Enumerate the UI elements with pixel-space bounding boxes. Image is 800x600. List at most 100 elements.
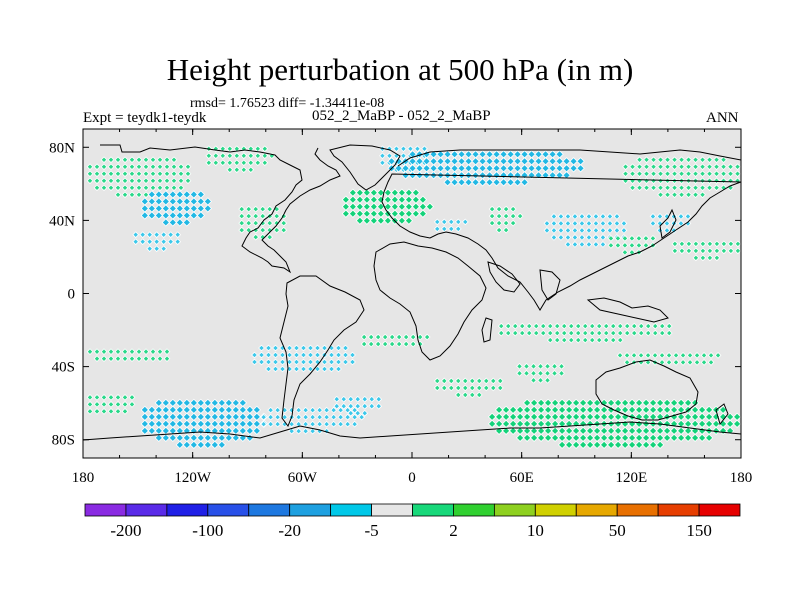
anomaly-cell [261,159,269,167]
anomaly-cell [135,170,143,178]
anomaly-cell [189,440,198,450]
anomaly-cell [258,344,265,352]
anomaly-cell [557,440,567,450]
anomaly-cell [93,163,101,171]
anomaly-cell [265,351,272,359]
anomaly-cell [139,231,147,239]
anomaly-cell [333,395,341,403]
anomaly-cell [564,241,572,248]
colorbar-swatch [166,503,209,517]
anomaly-cell [344,413,352,421]
anomaly-cell [355,216,365,225]
anomaly-cell [354,395,362,403]
anomaly-cell [184,170,192,178]
y-tick-label: 40S [52,360,75,376]
anomaly-cell [713,247,721,255]
anomaly-cell [293,351,300,359]
anomaly-cell [546,336,554,344]
coastline-indonesia [586,297,669,323]
anomaly-cell [295,420,303,428]
anomaly-cell [86,401,94,408]
anomaly-cell [168,433,177,443]
anomaly-cell [344,420,352,428]
anomaly-cell [163,177,171,185]
anomaly-cell [281,413,289,421]
coastline-eurasia [381,149,741,311]
anomaly-cell [184,177,192,185]
anomaly-cell [93,355,101,363]
anomaly-cell [489,377,497,385]
anomaly-cell [509,212,517,220]
anomaly-cell [650,170,657,178]
anomaly-cell [411,209,421,218]
anomaly-cell [578,227,586,234]
anomaly-cell [734,240,741,248]
anomaly-cell [450,178,459,187]
anomaly-cell [700,358,708,366]
anomaly-cell [606,440,616,450]
anomaly-cell [713,163,720,171]
anomaly-cell [293,358,300,366]
anomaly-cell [219,145,227,153]
anomaly-cell [330,420,338,428]
anomaly-cell [174,238,182,246]
anomaly-cell [351,420,359,428]
anomaly-cell [495,219,503,227]
anomaly-cell [163,355,171,363]
anomaly-cell [576,164,585,173]
anomaly-region [433,377,504,399]
anomaly-cell [273,226,281,234]
anomaly-cell [686,358,694,366]
anomaly-cell [252,426,261,436]
anomaly-cell [560,336,568,344]
anomaly-cell [330,413,338,421]
anomaly-cell [548,171,557,180]
anomaly-cell [543,433,553,443]
anomaly-cell [393,145,400,153]
anomaly-cell [300,365,307,373]
anomaly-cell [658,351,666,359]
anomaly-cell [314,351,321,359]
anomaly-cell [683,433,693,443]
anomaly-cell [316,413,324,421]
anomaly-cell [247,159,255,167]
anomaly-cell [259,219,267,227]
anomaly-cell [135,163,143,171]
anomaly-cell [337,406,345,414]
anomaly-cell [374,340,382,348]
anomaly-cell [551,369,558,377]
anomaly-cell [557,234,565,241]
anomaly-cell [184,163,192,171]
axis-ticks [82,129,742,458]
anomaly-cell [613,227,621,234]
anomaly-cell [623,351,631,359]
anomaly-cell [280,219,288,227]
anomaly-cell [727,170,734,178]
anomaly-cell [706,240,714,248]
anomaly-cell [177,184,185,192]
anomaly-region [333,395,383,417]
anomaly-cell [114,355,122,363]
anomaly-cell [226,152,234,160]
anomaly-cell [309,420,317,428]
anomaly-cell [475,391,483,399]
anomaly-cell [485,178,494,187]
anomaly-cell [550,227,558,234]
anomaly-cell [307,365,314,373]
anomaly-cell [369,216,379,225]
anomaly-cell [657,184,664,192]
anomaly-cell [121,401,129,408]
anomaly-cell [616,351,624,359]
anomaly-cell [720,156,727,164]
anomaly-cell [515,433,525,443]
anomaly-cell [139,238,147,246]
anomaly-cell [149,163,157,171]
anomaly-cell [671,247,679,255]
anomaly-cell [641,440,651,450]
anomaly-cell [314,344,321,352]
anomaly-cell [174,231,182,239]
anomaly-cell [550,234,558,241]
anomaly-cell [376,216,386,225]
anomaly-cell [643,156,650,164]
anomaly-cell [100,408,108,415]
